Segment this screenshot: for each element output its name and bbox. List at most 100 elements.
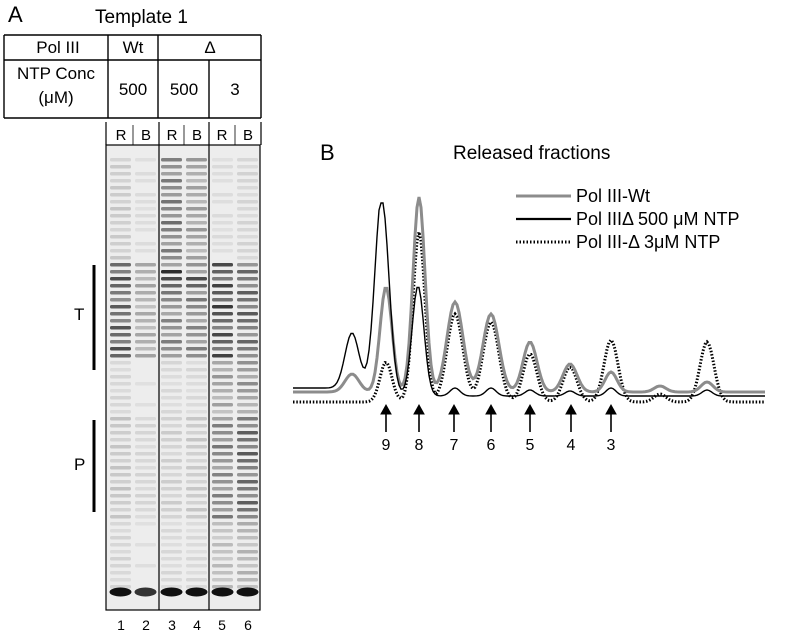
gel-band — [186, 298, 207, 302]
gel-band — [161, 410, 182, 414]
gel-band — [237, 452, 258, 456]
gel-band — [186, 249, 207, 253]
gel-band — [237, 585, 258, 589]
gel-band — [161, 389, 182, 393]
gel-band — [212, 585, 233, 589]
gel-band — [186, 578, 207, 582]
lane-number: 1 — [117, 617, 125, 633]
gel-band — [135, 403, 156, 407]
gel-band — [161, 424, 182, 428]
lane-number: 2 — [142, 617, 150, 633]
gel-band — [110, 431, 131, 435]
gel-band — [212, 165, 233, 169]
gel-band — [110, 585, 131, 589]
gel-band — [186, 459, 207, 463]
gel-band-bottom — [160, 587, 183, 597]
gel-band — [110, 480, 131, 484]
gel-band — [212, 431, 233, 435]
gel-band — [212, 564, 233, 568]
gel-band — [110, 459, 131, 463]
trace-delta-500 — [293, 202, 765, 397]
gel-band — [110, 361, 131, 365]
gel-band — [212, 242, 233, 246]
gel-band — [237, 375, 258, 379]
gel-band — [237, 270, 258, 274]
gel-band — [212, 214, 233, 218]
gel-band — [110, 270, 131, 274]
gel-band — [186, 277, 207, 281]
gel-band — [161, 277, 182, 281]
gel-band — [135, 158, 156, 162]
gel-band — [161, 480, 182, 484]
gel-band-bottom — [134, 587, 157, 597]
gel-band — [110, 186, 131, 190]
gel-band — [110, 298, 131, 302]
gel-band — [237, 305, 258, 309]
gel-band — [135, 445, 156, 449]
arrow-head — [524, 403, 536, 415]
gel-band — [161, 179, 182, 183]
gel-band — [135, 312, 156, 316]
gel-band — [110, 333, 131, 337]
arrow-label: 5 — [525, 437, 535, 454]
gel-band — [110, 396, 131, 400]
gel-band — [212, 501, 233, 505]
gel-band — [110, 277, 131, 281]
gel-band — [237, 487, 258, 491]
gel-band — [212, 354, 233, 358]
gel-band — [135, 515, 156, 519]
gel-band — [161, 333, 182, 337]
gel-band — [135, 417, 156, 421]
gel-band — [237, 263, 258, 267]
gel-band — [212, 417, 233, 421]
gel-band — [237, 354, 258, 358]
gel-band — [110, 172, 131, 176]
gel-band — [186, 543, 207, 547]
legend-label-delta-3: Pol III-Δ 3μM NTP — [576, 232, 721, 252]
gel-band — [186, 361, 207, 365]
gel-band — [237, 228, 258, 232]
gel-band — [161, 200, 182, 204]
arrow-head — [605, 403, 617, 415]
gel-band — [237, 459, 258, 463]
gel-band — [161, 368, 182, 372]
gel-band — [110, 389, 131, 393]
gel-band — [161, 172, 182, 176]
gel-band — [161, 445, 182, 449]
trace-wt — [293, 196, 765, 394]
gel-band — [212, 403, 233, 407]
gel-band — [186, 410, 207, 414]
gel-band — [237, 235, 258, 239]
arrow-head — [448, 403, 460, 415]
gel-band — [161, 165, 182, 169]
gel-band — [237, 473, 258, 477]
lane-header: R — [216, 127, 228, 144]
gel-band — [161, 571, 182, 575]
gel-band — [186, 228, 207, 232]
gel-band — [135, 431, 156, 435]
gel-band — [212, 326, 233, 330]
gel-band — [186, 368, 207, 372]
gel-band — [237, 200, 258, 204]
gel-band — [135, 319, 156, 323]
conc-value-delta-500: 500 — [169, 80, 199, 99]
lane-number: 6 — [244, 617, 252, 633]
gel-bands — [109, 158, 259, 597]
gel-band — [212, 361, 233, 365]
gel-band — [161, 382, 182, 386]
gel-band — [186, 529, 207, 533]
gel-band — [212, 438, 233, 442]
gel-band — [237, 382, 258, 386]
gel-band — [237, 193, 258, 197]
arrow-label: 6 — [486, 437, 496, 454]
gel-band — [135, 543, 156, 547]
gel-band — [186, 270, 207, 274]
legend-label-wt: Pol III-Wt — [576, 186, 651, 206]
gel-band — [110, 256, 131, 260]
gel-band — [212, 508, 233, 512]
gel-band — [110, 326, 131, 330]
gel-band — [110, 319, 131, 323]
gel-band — [135, 473, 156, 477]
gel-band — [212, 221, 233, 225]
gel-band — [237, 410, 258, 414]
